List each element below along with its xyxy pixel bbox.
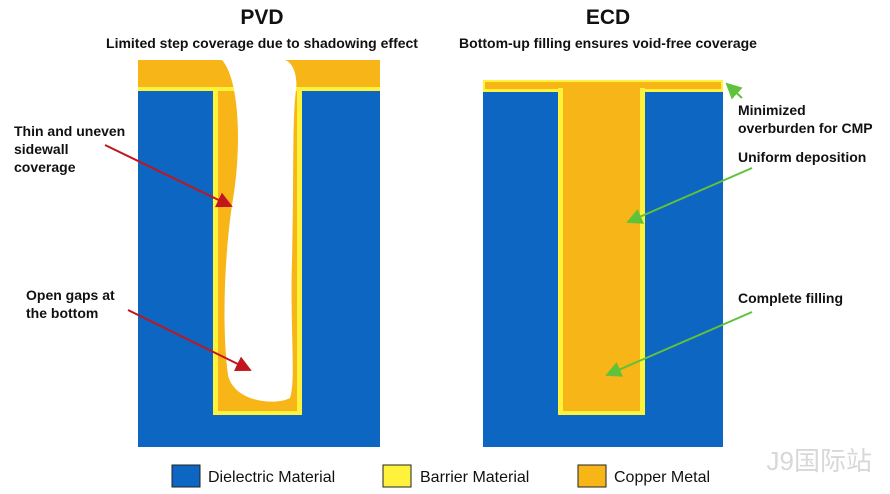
annotation: the bottom: [26, 305, 98, 321]
annotation: coverage: [14, 159, 76, 175]
legend: Dielectric Material Barrier Material Cop…: [171, 464, 710, 488]
annotation: Uniform deposition: [738, 149, 866, 165]
legend-label: Barrier Material: [420, 469, 529, 486]
annotation: overburden for CMP: [738, 120, 873, 136]
panel-subtitle: Limited step coverage due to shadowing e…: [106, 35, 418, 51]
annotation: Thin and uneven: [14, 123, 125, 139]
panel-subtitle: Bottom-up filling ensures void-free cove…: [459, 35, 757, 51]
ecd-structure: [483, 80, 723, 447]
annotation: Complete filling: [738, 290, 843, 306]
panel-title: PVD: [240, 6, 283, 29]
annotation: Minimized: [738, 102, 806, 118]
legend-label: Dielectric Material: [208, 469, 335, 486]
pvd-annotations: Thin and uneven sidewall coverage Open g…: [14, 123, 252, 372]
pvd-structure: [138, 60, 380, 447]
annotation: sidewall: [14, 141, 68, 157]
panel-title: ECD: [586, 6, 630, 29]
legend-label: Copper Metal: [614, 469, 710, 486]
annotation: Open gaps at: [26, 287, 115, 303]
watermark: J9国际站: [767, 446, 872, 476]
ecd-annotations: Minimized overburden for CMP Uniform dep…: [605, 82, 873, 377]
